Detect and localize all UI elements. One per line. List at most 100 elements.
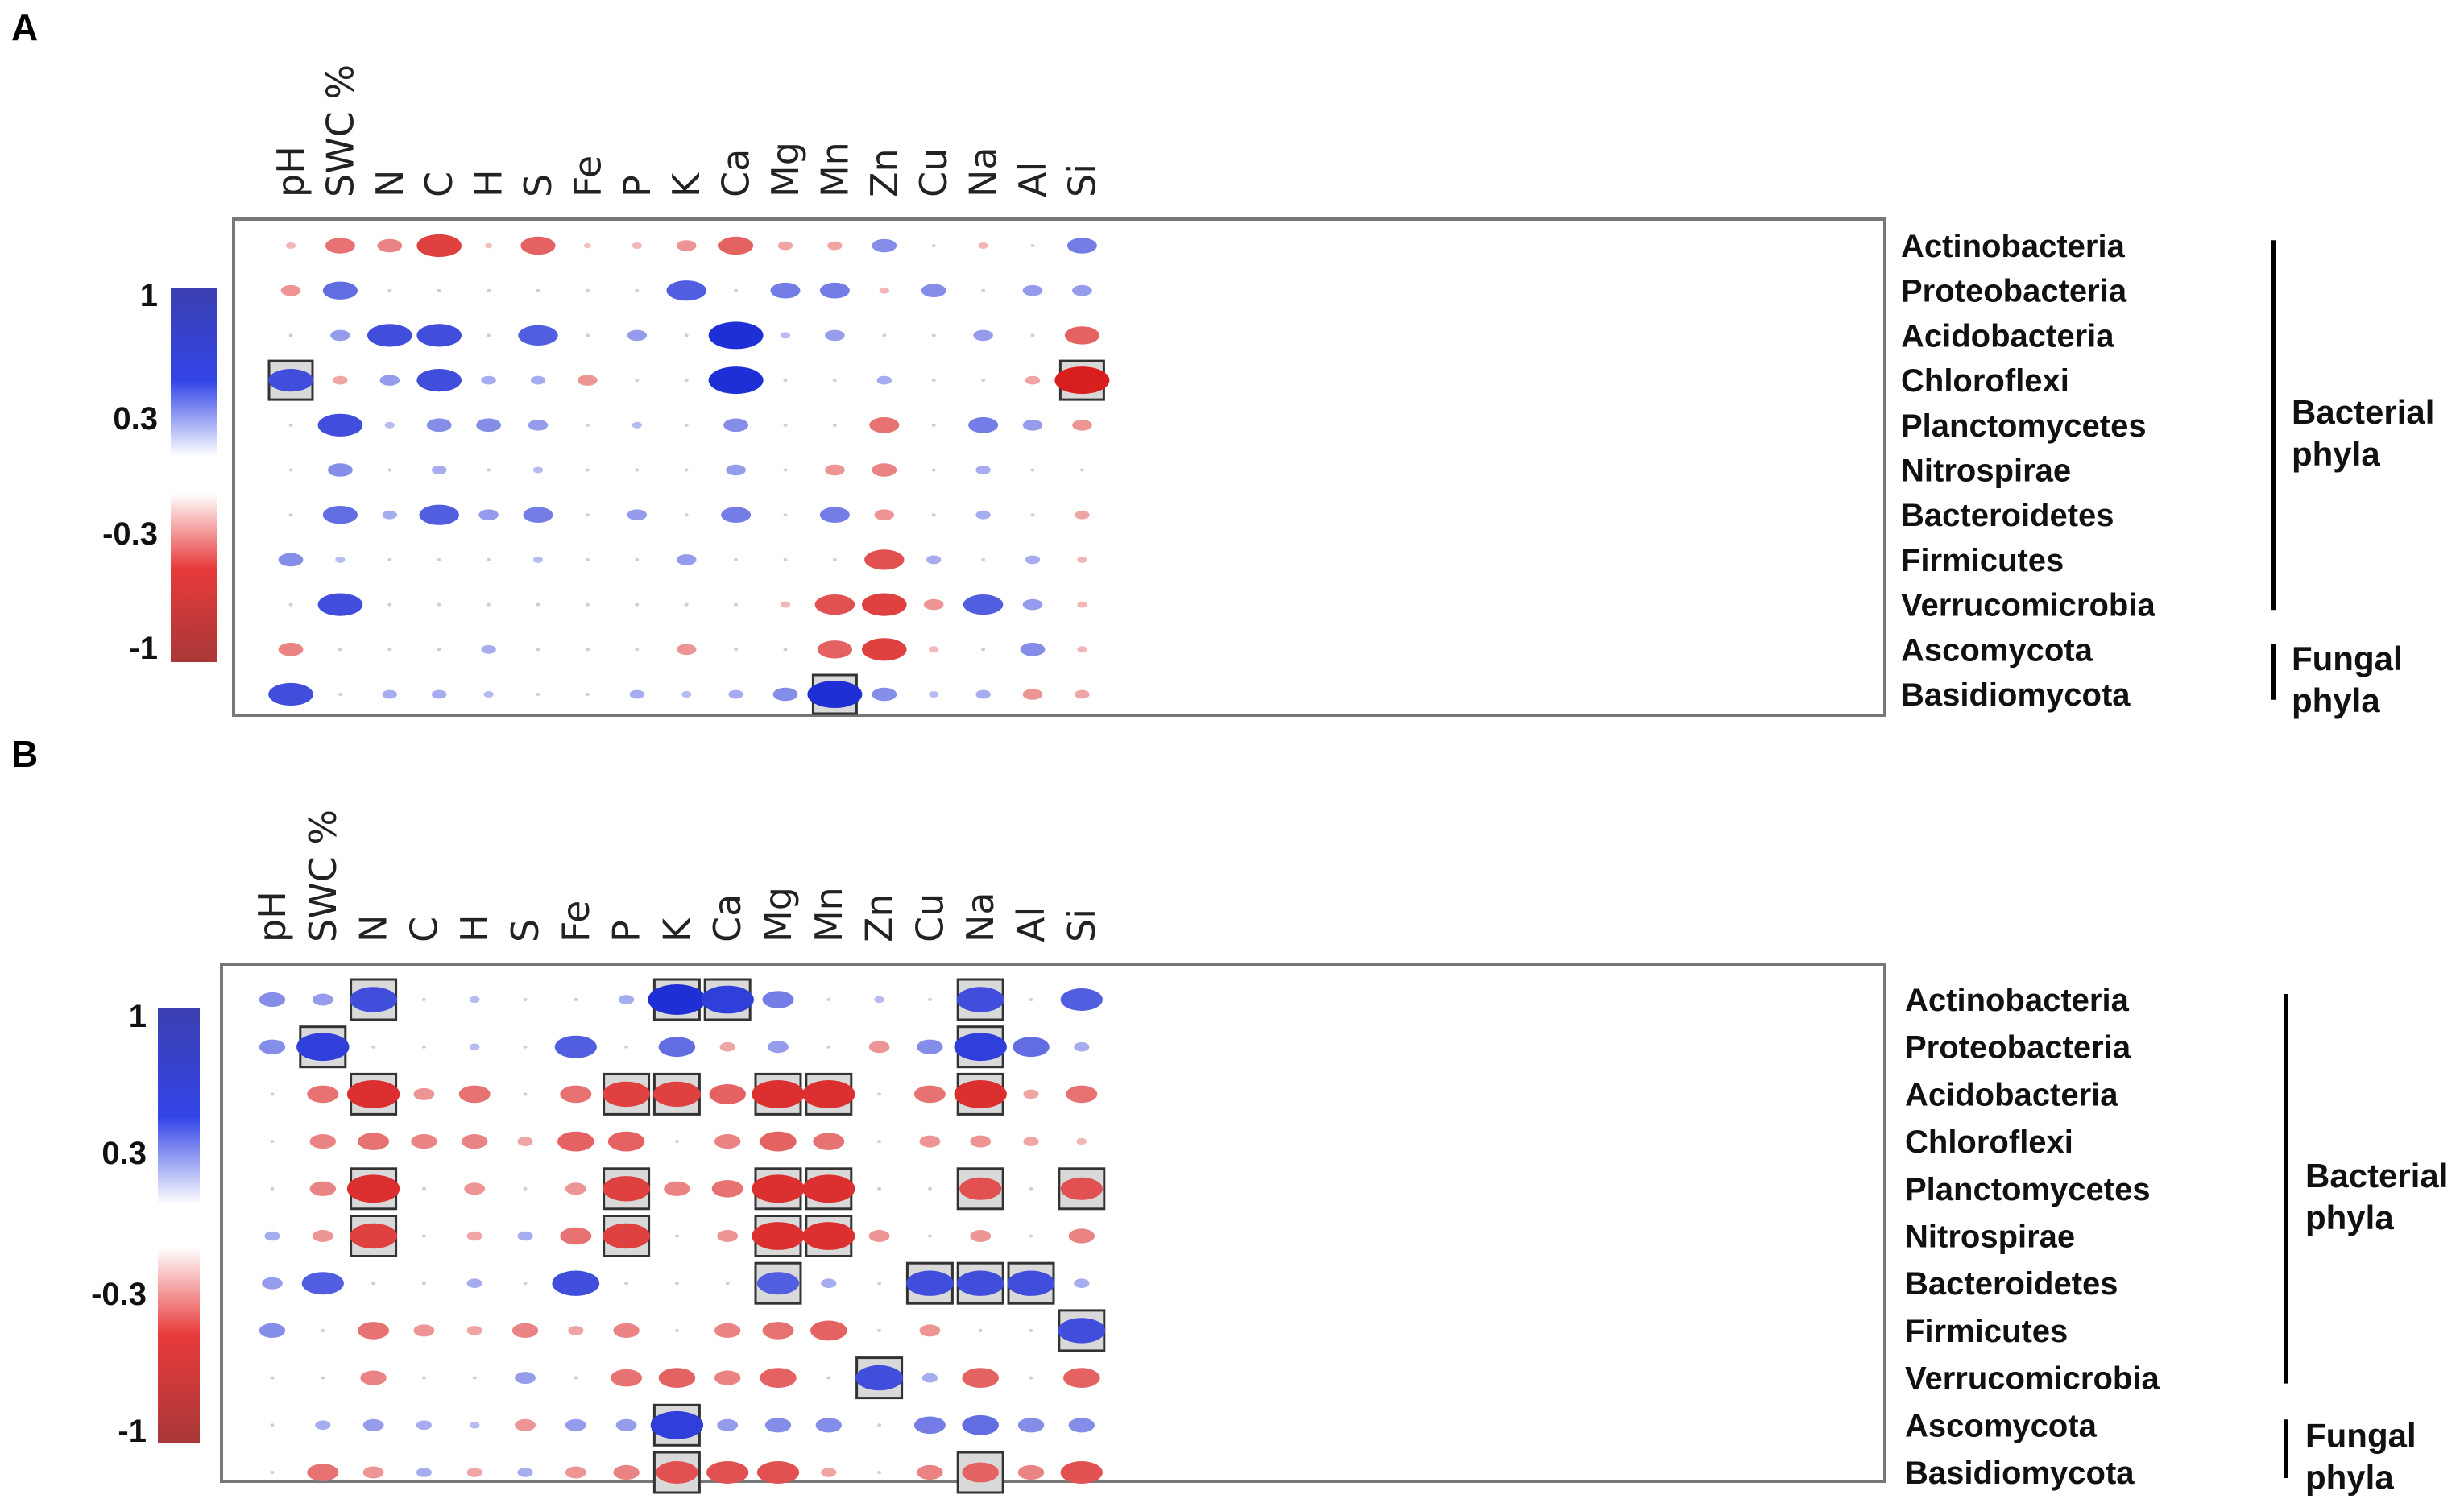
panel-a-cell-2-1 [330, 329, 350, 342]
panel-b-cell-1-11 [826, 1045, 831, 1049]
panel-b-cell-6-0 [262, 1277, 283, 1290]
panel-b-row-label: Verrucomicrobia [1905, 1361, 2160, 1397]
panel-a-cell-7-6 [585, 557, 590, 561]
panel-a-cell-6-15 [1030, 513, 1035, 517]
panel-a-cell-4-6 [585, 423, 590, 427]
panel-b-cell-1-2 [371, 1045, 376, 1049]
panel-b-colorbar-tick-2: 0.3 [101, 1136, 147, 1171]
panel-b-cell-9-4 [469, 1422, 480, 1429]
panel-b-cell-5-11 [802, 1222, 855, 1250]
panel-b-cell-3-4 [462, 1134, 488, 1149]
panel-b-cell-9-12 [877, 1423, 882, 1427]
panel-b-colorbar-gradient [158, 1008, 200, 1443]
panel-a-cell-1-1 [322, 281, 358, 300]
panel-b-cell-7-11 [810, 1320, 847, 1341]
panel-a-col-label: Zn [863, 148, 906, 197]
panel-a-cell-4-2 [384, 421, 395, 429]
panel-a-cell-7-1 [335, 556, 346, 563]
panel-a-col-label: Ca [714, 149, 758, 197]
panel-a-cell-1-4 [487, 288, 491, 292]
panel-b-cell-6-5 [523, 1282, 528, 1286]
panel-b-col-label: Ca [706, 894, 749, 942]
panel-a-colorbar-gradient [171, 288, 217, 662]
panel-b-cell-6-13 [906, 1270, 954, 1296]
panel-b-col-label: Na [959, 892, 1002, 942]
panel-b-cell-7-2 [358, 1322, 390, 1340]
panel-b-cell-1-3 [421, 1045, 426, 1049]
panel-b-cell-4-0 [270, 1186, 275, 1191]
panel-b-col-label: N [352, 915, 395, 942]
panel-b-cell-1-16 [1074, 1041, 1090, 1052]
panel-a-cell-0-4 [485, 242, 493, 249]
panel-b-cell-0-14 [956, 987, 1004, 1012]
panel-b-cell-5-0 [264, 1231, 280, 1241]
panel-b-cell-6-11 [821, 1278, 837, 1288]
panel-a-cell-10-8 [681, 691, 692, 698]
panel-b-cell-7-3 [413, 1324, 435, 1337]
panel-b-cell-3-12 [877, 1140, 882, 1144]
panel-b-cell-8-1 [321, 1376, 325, 1380]
panel-a-cell-7-3 [437, 557, 441, 561]
panel-b-cell-0-7 [619, 995, 635, 1004]
panel-b-cell-5-15 [1029, 1234, 1033, 1238]
panel-a-cell-2-11 [825, 329, 845, 342]
panel-a-cell-7-12 [864, 549, 905, 570]
panel-a-cell-1-14 [981, 288, 986, 292]
panel-a-colorbar-tick-2: 0.3 [113, 401, 158, 437]
panel-a-col-label: Na [962, 147, 1005, 197]
panel-a-cell-9-8 [676, 644, 697, 656]
panel-a-cell-9-15 [1020, 643, 1046, 656]
panel-a-cell-1-8 [666, 280, 706, 301]
panel-a-cell-3-6 [578, 375, 598, 386]
panel-b-cell-9-11 [815, 1418, 842, 1433]
panel-a-cell-10-5 [536, 693, 540, 696]
panel-b-cell-8-8 [658, 1368, 696, 1388]
panel-b-cell-5-10 [752, 1222, 805, 1250]
panel-a-cell-6-0 [288, 513, 293, 517]
panel-a-col-label: Mn [813, 142, 856, 197]
panel-b-row-label: Ascomycota [1905, 1408, 2098, 1443]
panel-a-cell-8-2 [387, 602, 392, 607]
panel-a-cell-5-2 [387, 468, 392, 472]
panel-b-cell-8-7 [611, 1369, 643, 1387]
panel-b-cell-3-1 [309, 1134, 336, 1149]
panel-a-cell-2-5 [518, 325, 558, 346]
panel-b-cell-10-6 [565, 1466, 586, 1479]
panel-b-cell-2-16 [1066, 1085, 1098, 1104]
panel-b-cell-5-2 [350, 1223, 397, 1249]
panel-a: A 1 0.3 -0.3 -1 pH SWC % N C H S Fe P K Ca Mg Mn Zn C… [11, 6, 2434, 719]
panel-b-cell-0-5 [523, 998, 528, 1001]
panel-a-cell-9-4 [481, 644, 496, 654]
panel-a-colorbar-tick-1: 1 [140, 278, 158, 313]
panel-a-cell-10-13 [929, 691, 939, 698]
panel-a-group-label: phyla [2292, 435, 2380, 473]
panel-a-cell-0-3 [416, 234, 462, 258]
panel-b-colorbar-tick-4: -1 [118, 1414, 147, 1449]
panel-b-cell-10-3 [416, 1468, 433, 1477]
panel-a-cell-7-2 [387, 557, 392, 561]
panel-b-cell-4-10 [752, 1174, 805, 1203]
panel-a-col-label: N [368, 170, 412, 197]
panel-b-col-label: K [655, 917, 698, 942]
panel-a-cell-9-11 [817, 640, 852, 659]
panel-a-col-label: H [467, 169, 511, 197]
panel-a-cell-3-14 [981, 379, 986, 383]
panel-a-cell-9-6 [585, 648, 590, 652]
panel-a-cell-0-1 [325, 238, 355, 254]
panel-b-cell-9-5 [515, 1418, 536, 1431]
panel-a-cell-1-15 [1022, 284, 1043, 296]
panel-a-cell-4-13 [931, 423, 936, 427]
panel-a-cell-9-0 [278, 643, 304, 656]
panel-b-cell-8-5 [515, 1372, 536, 1385]
panel-a-col-label: Si [1060, 164, 1104, 197]
panel-b-cell-2-9 [709, 1084, 746, 1104]
panel-a-cell-3-10 [783, 379, 788, 383]
panel-b-cell-5-1 [312, 1230, 333, 1242]
panel-a-cell-10-11 [807, 681, 863, 708]
panel-a-cell-1-9 [734, 288, 739, 292]
panel-a-cell-9-13 [929, 646, 939, 653]
panel-b-cell-8-2 [360, 1370, 387, 1385]
panel-a-cell-6-9 [721, 507, 752, 523]
panel-b-label: B [11, 733, 38, 775]
panel-b-cell-3-10 [760, 1131, 797, 1152]
